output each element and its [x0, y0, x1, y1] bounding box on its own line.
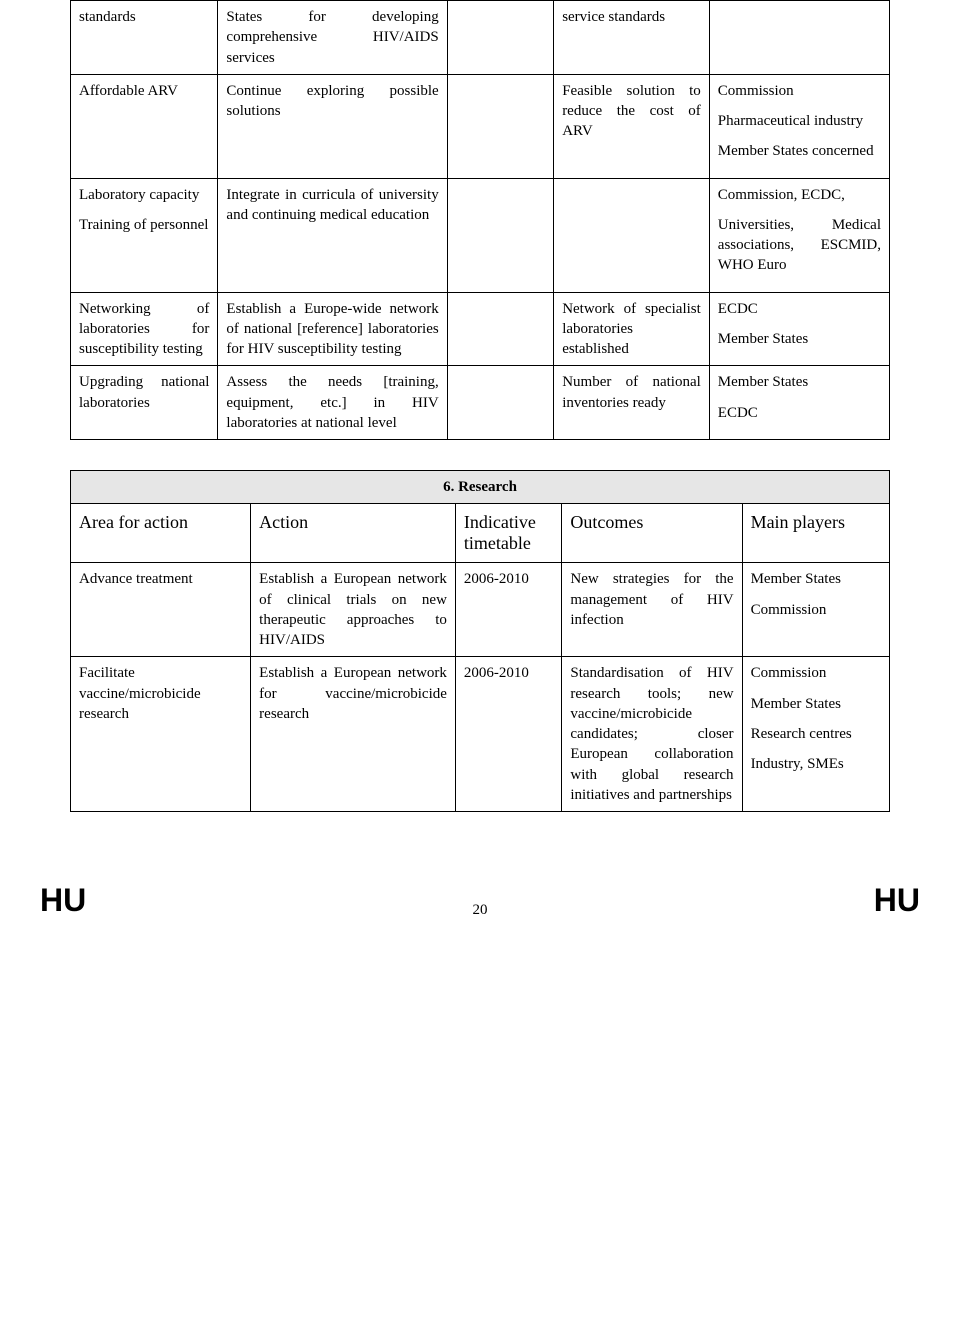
table-continuation: standards States for developing comprehe… [70, 0, 890, 440]
cell: Number of national inventories ready [554, 366, 710, 440]
col-header: Action [251, 504, 456, 563]
header-row: Area for action Action Indicative timeta… [71, 504, 890, 563]
cell [554, 178, 710, 292]
table-row: Upgrading national laboratories Assess t… [71, 366, 890, 440]
cell: Commission, ECDC,Universities, Medical a… [709, 178, 889, 292]
cell: Affordable ARV [71, 74, 218, 178]
cell: Upgrading national laboratories [71, 366, 218, 440]
section-header-row: 6. Research [71, 471, 890, 504]
cell: Continue exploring possible solutions [218, 74, 447, 178]
cell: Member StatesCommission [742, 563, 889, 657]
page-number: 20 [473, 902, 488, 919]
cell: Feasible solution to reduce the cost of … [554, 74, 710, 178]
cell [447, 178, 553, 292]
cell: Assess the needs [training, equipment, e… [218, 366, 447, 440]
cell: States for developing comprehensive HIV/… [218, 1, 447, 75]
table-row: Affordable ARV Continue exploring possib… [71, 74, 890, 178]
page-content: standards States for developing comprehe… [0, 0, 960, 852]
cell: Member StatesECDC [709, 366, 889, 440]
cell: Standardisation of HIV research tools; n… [562, 657, 742, 812]
section-title: 6. Research [71, 471, 890, 504]
cell: 2006-2010 [455, 657, 561, 812]
cell [447, 292, 553, 366]
footer-left: HU [40, 882, 86, 919]
table-row: Networking of laboratories for susceptib… [71, 292, 890, 366]
col-header: Main players [742, 504, 889, 563]
cell: Establish a Europe-wide network of natio… [218, 292, 447, 366]
cell: New strategies for the management of HIV… [562, 563, 742, 657]
cell [447, 74, 553, 178]
page-footer: HU 20 HU [0, 852, 960, 939]
cell: Advance treatment [71, 563, 251, 657]
cell: Networking of laboratories for susceptib… [71, 292, 218, 366]
col-header: Indicative timetable [455, 504, 561, 563]
cell: 2006-2010 [455, 563, 561, 657]
cell [447, 1, 553, 75]
cell: Integrate in curricula of university and… [218, 178, 447, 292]
cell [709, 1, 889, 75]
cell [447, 366, 553, 440]
footer-right: HU [874, 882, 920, 919]
cell: standards [71, 1, 218, 75]
cell: Network of specialist laboratories estab… [554, 292, 710, 366]
table-row: Facilitate vaccine/microbicide research … [71, 657, 890, 812]
table-research: 6. Research Area for action Action Indic… [70, 470, 890, 812]
cell: Establish a European network of clinical… [251, 563, 456, 657]
cell: service standards [554, 1, 710, 75]
cell: ECDCMember States [709, 292, 889, 366]
table-row: Advance treatment Establish a European n… [71, 563, 890, 657]
col-header: Outcomes [562, 504, 742, 563]
table-row: standards States for developing comprehe… [71, 1, 890, 75]
col-header: Area for action [71, 504, 251, 563]
cell: Laboratory capacityTraining of personnel [71, 178, 218, 292]
cell: Facilitate vaccine/microbicide research [71, 657, 251, 812]
cell: CommissionPharmaceutical industryMember … [709, 74, 889, 178]
cell: Establish a European network for vaccine… [251, 657, 456, 812]
cell: CommissionMember StatesResearch centresI… [742, 657, 889, 812]
table-row: Laboratory capacityTraining of personnel… [71, 178, 890, 292]
